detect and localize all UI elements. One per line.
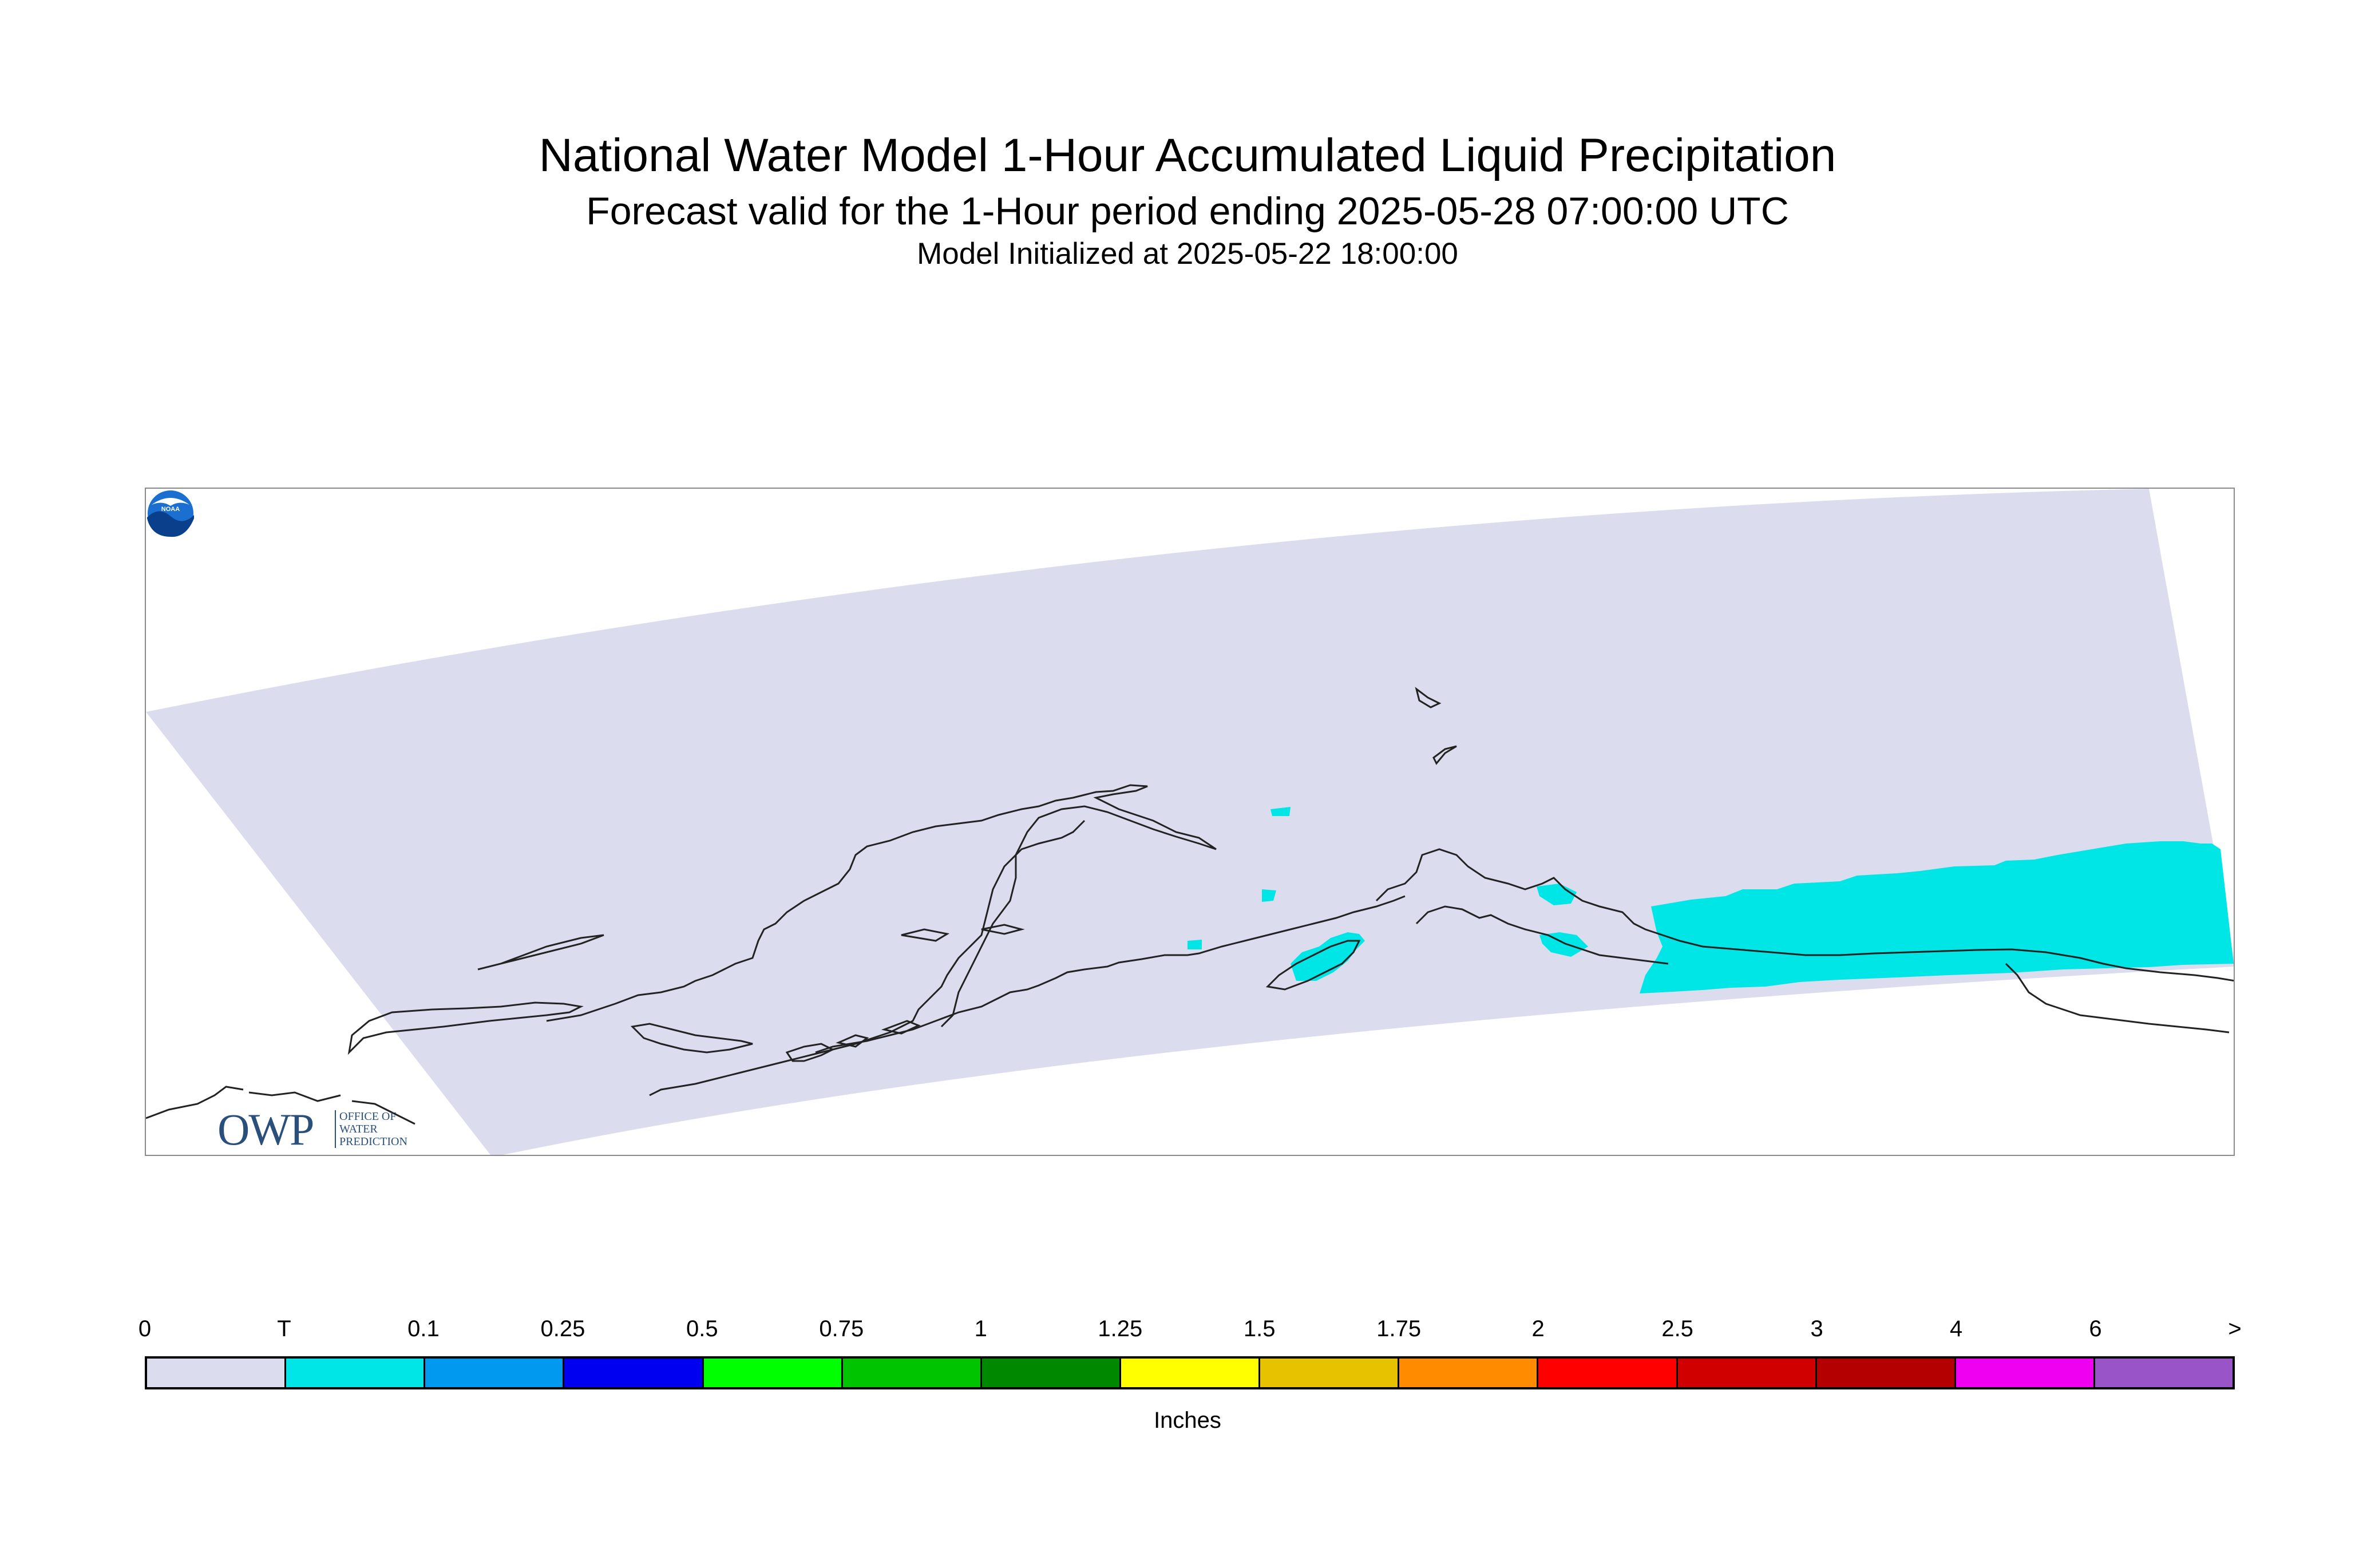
coastline-kenai	[1415, 905, 1669, 965]
owp-logo-line-3: PREDICTION	[339, 1135, 407, 1148]
legend-swatch	[564, 1359, 704, 1387]
precip-area-small-1	[1537, 884, 1577, 905]
legend-tick-label: 0.25	[540, 1316, 585, 1341]
legend-swatch	[1677, 1359, 1817, 1387]
legend-tick-label: 3	[1810, 1316, 1823, 1341]
legend-swatch	[842, 1359, 982, 1387]
coastline-aleutian-east	[785, 1020, 921, 1062]
precip-area-small-3	[1262, 889, 1276, 902]
owp-logo-letters: OWP	[217, 1104, 314, 1154]
legend-units: Inches	[1154, 1408, 1221, 1433]
coastline-peninsula-south	[649, 819, 1086, 1096]
legend-swatch	[1121, 1359, 1261, 1387]
precip-area-small-5	[1270, 807, 1291, 816]
coastline-yukon-delta	[630, 1023, 753, 1054]
precip-areas	[1188, 807, 2234, 993]
legend-tick-label: 0.5	[686, 1316, 718, 1341]
coastline-kodiak	[1265, 940, 1361, 991]
legend-swatch	[1260, 1359, 1400, 1387]
legend-swatch	[1816, 1359, 1956, 1387]
legend-tick-label: 1	[974, 1316, 987, 1341]
map-canvas	[146, 489, 2234, 1155]
coastline-alaska-peninsula-chain	[815, 895, 1406, 1054]
legend-swatch	[981, 1359, 1121, 1387]
precip-area-kodiak	[1291, 932, 1365, 981]
map-panel: OWP OFFICE OF WATER PREDICTION NOAA	[145, 488, 2235, 1156]
legend-swatch	[1956, 1359, 2095, 1387]
legend-tick-label: >	[2228, 1316, 2242, 1341]
legend-colorbar	[145, 1356, 2235, 1389]
init-subtitle: Model Initialized at 2025-05-22 18:00:00	[917, 237, 1458, 271]
coastline-norton-sound	[477, 934, 604, 971]
precip-area-small-4	[1188, 940, 1202, 949]
legend-tick-label: 1.5	[1243, 1316, 1276, 1341]
legend-swatch	[1399, 1359, 1539, 1387]
coastline-bristol	[347, 1001, 584, 1055]
coastlines	[146, 687, 2234, 1125]
legend-tick-label: 2	[1531, 1316, 1545, 1341]
owp-logo-line-1: OFFICE OF	[339, 1110, 397, 1123]
coastline-western-alaska	[146, 1086, 415, 1125]
legend-tick-label: 4	[1949, 1316, 1963, 1341]
legend-tick-label: 1.75	[1376, 1316, 1422, 1341]
precip-area-small-2	[1539, 932, 1588, 957]
legend-swatch	[1538, 1359, 1678, 1387]
legend-swatch	[425, 1359, 565, 1387]
map-title: National Water Model 1-Hour Accumulated …	[539, 129, 1836, 181]
coastline-cook-inlet	[1375, 848, 1703, 948]
coastline-peninsula-north	[546, 784, 1217, 1028]
legend-tick-label: 2.5	[1661, 1316, 1693, 1341]
legend-tick-label: 6	[2089, 1316, 2102, 1341]
model-domain	[146, 489, 2234, 1155]
owp-logo: OWP OFFICE OF WATER PREDICTION	[217, 1107, 435, 1153]
legend-swatch	[286, 1359, 426, 1387]
coastline-gulf	[1702, 945, 2234, 982]
noaa-logo-text: NOAA	[161, 506, 180, 513]
coastline-islands-north	[901, 687, 1457, 942]
legend-swatch	[2095, 1359, 2233, 1387]
legend-swatch	[147, 1359, 287, 1387]
legend-tick-label: 0	[138, 1316, 152, 1341]
noaa-logo: NOAA	[147, 489, 195, 537]
owp-logo-line-2: WATER	[339, 1123, 378, 1135]
precip-area-east	[1640, 841, 2234, 993]
coastline-southeast	[2005, 963, 2230, 1034]
legend-tick-label: 0.75	[819, 1316, 864, 1341]
legend-tick-label: T	[277, 1316, 291, 1341]
legend-tick-label: 0.1	[407, 1316, 440, 1341]
forecast-subtitle: Forecast valid for the 1-Hour period end…	[586, 189, 1789, 233]
owp-logo-subtitle: OFFICE OF WATER PREDICTION	[335, 1110, 407, 1148]
legend-swatch	[703, 1359, 843, 1387]
legend-tick-label: 1.25	[1098, 1316, 1143, 1341]
